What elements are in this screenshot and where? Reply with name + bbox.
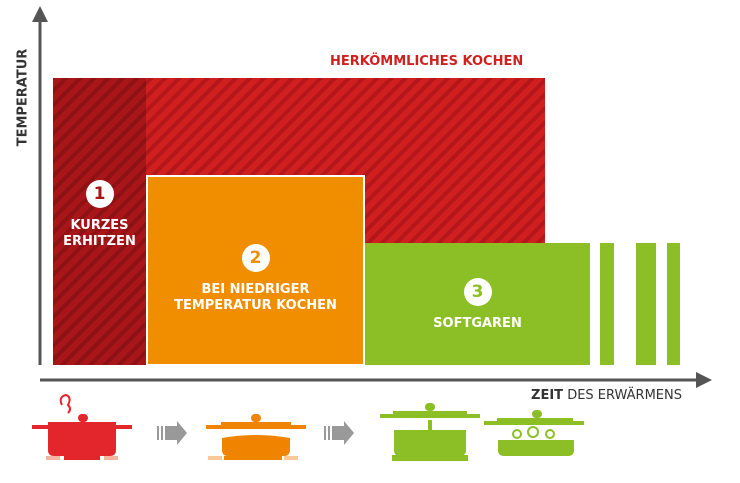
stage-1-label: 1 KURZES ERHITZEN: [53, 180, 146, 251]
conventional-cooking-label: HERKÖMMLICHES KOCHEN: [330, 54, 524, 69]
stage-3-continuation: [600, 243, 614, 365]
stage-3-number: 3: [463, 278, 492, 306]
stage-3-continuation: [636, 243, 656, 365]
stage-2-bar: [146, 175, 365, 366]
y-axis-label: TEMPERATUR: [15, 48, 31, 147]
stage-1-bar: [53, 78, 146, 365]
stage-2-number: 2: [241, 244, 270, 272]
stage-1-text: KURZES: [70, 218, 129, 233]
boiling-pot-icon: [32, 393, 132, 460]
simmering-pot-icon: [206, 414, 306, 460]
arrow-right-icon: [157, 421, 187, 445]
stage-3-text: SOFTGAREN: [433, 316, 522, 331]
x-axis-label-bold: ZEIT: [531, 388, 564, 403]
x-axis-label-rest: DES ERWÄRMENS: [567, 388, 682, 403]
x-axis-label: ZEIT DES ERWÄRMENS: [531, 388, 682, 403]
stage-2-label: 2 BEI NIEDRIGER TEMPERATUR KOCHEN: [147, 244, 364, 315]
stage-2-text: BEI NIEDRIGER: [201, 282, 310, 297]
stage-3-label: 3 SOFTGAREN: [365, 278, 590, 332]
residual-heat-pot-icon: [380, 403, 480, 461]
stage-1-text: ERHITZEN: [63, 234, 136, 250]
arrow-right-icon: [324, 421, 354, 445]
soft-cooking-pot-icon: [484, 410, 584, 456]
stage-3-continuation: [667, 243, 680, 365]
stage-2-text: TEMPERATUR KOCHEN: [174, 298, 337, 314]
stage-1-number: 1: [85, 180, 114, 208]
y-axis: [32, 6, 48, 365]
x-axis: [40, 372, 712, 388]
